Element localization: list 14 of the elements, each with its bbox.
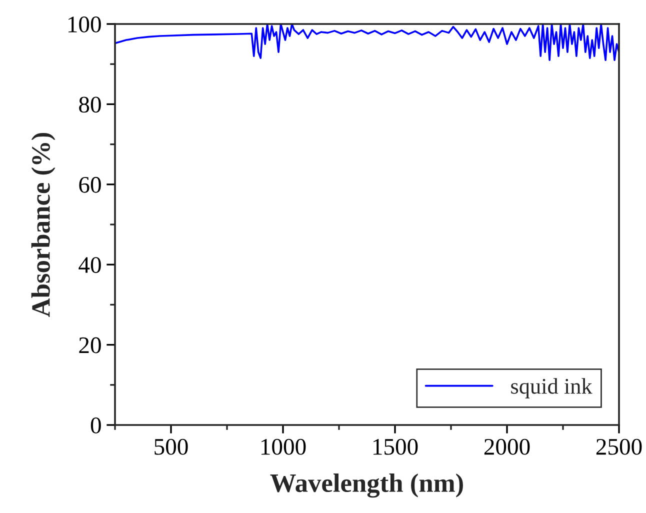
x-axis-title: Wavelength (nm) <box>270 473 463 498</box>
x-tick-label: 1000 <box>261 438 306 455</box>
x-tick-label: 2000 <box>484 438 530 455</box>
y-axis-title: Absorbance (%) <box>31 132 56 317</box>
legend-label: squid ink <box>511 378 592 398</box>
y-tick-label: 100 <box>68 16 101 32</box>
y-tick-label: 80 <box>79 96 101 113</box>
y-tick-label: 60 <box>79 176 101 193</box>
x-tick-label: 1500 <box>373 438 418 455</box>
y-tick-label: 0 <box>90 417 101 434</box>
y-tick-label: 40 <box>78 257 101 274</box>
x-tick-label: 500 <box>154 438 188 455</box>
x-tick-label: 2500 <box>596 438 642 455</box>
y-tick-label: 20 <box>79 337 101 354</box>
